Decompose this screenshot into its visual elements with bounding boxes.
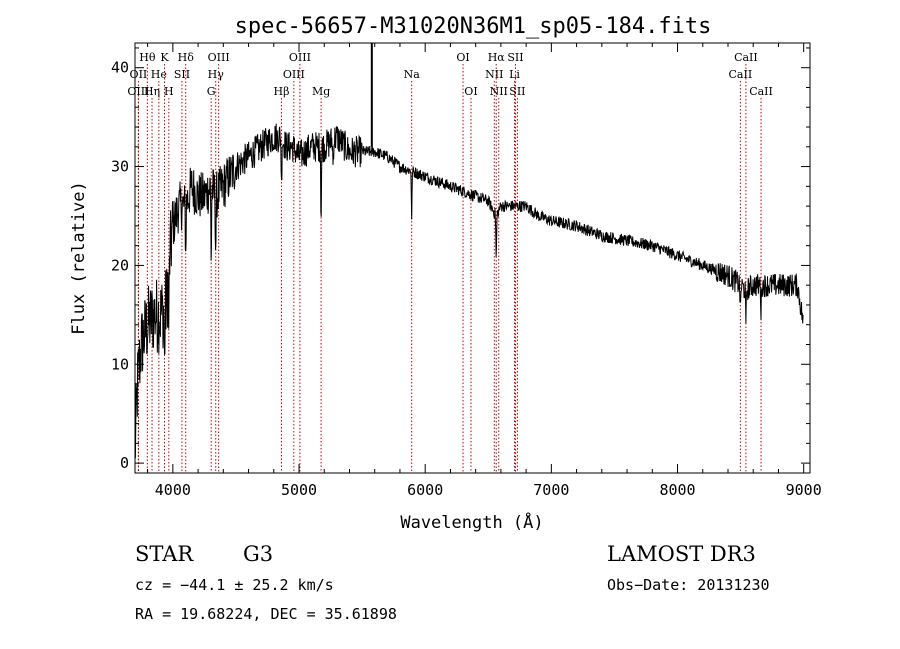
feature-label: CaII	[734, 51, 758, 64]
feature-label: OIII	[127, 85, 149, 98]
feature-label: Li	[509, 68, 520, 81]
feature-label: Hη	[144, 85, 160, 98]
feature-label: SII	[174, 68, 190, 81]
feature-label: Na	[404, 68, 421, 81]
object-class: STAR	[135, 542, 194, 566]
object-subclass: G3	[243, 542, 274, 566]
survey-name: LAMOST DR3	[607, 542, 756, 566]
y-tick-label: 0	[120, 454, 129, 472]
y-tick-label: 30	[111, 158, 129, 176]
x-tick-label: 8000	[659, 481, 695, 499]
feature-label: OI	[456, 51, 469, 64]
feature-label: K	[160, 51, 169, 64]
x-tick-label: 7000	[533, 481, 569, 499]
y-tick-label: 40	[111, 59, 129, 77]
y-axis-label: Flux (relative)	[69, 181, 89, 335]
plot-frame	[134, 42, 811, 474]
feature-label: Mg	[312, 85, 330, 98]
x-tick-label: 6000	[407, 481, 443, 499]
spectrum-group	[134, 43, 804, 459]
axes-group: 4000 5000 6000 7000 8000 9000 0 10 20 30 40	[111, 42, 822, 499]
feature-label: SII	[507, 51, 523, 64]
redshift-text: cz = −44.1 ± 25.2 km/s	[135, 576, 334, 594]
spectrum-line	[134, 123, 804, 459]
x-axis-label: Wavelength (Å)	[400, 511, 543, 533]
feature-label: Hα	[488, 51, 506, 64]
chart-title: spec-56657-M31020N36M1_sp05-184.fits	[235, 14, 712, 39]
feature-label: Hβ	[274, 85, 290, 98]
x-tick-label: 5000	[281, 481, 317, 499]
coordinates-text: RA = 19.68224, DEC = 35.61898	[135, 605, 397, 623]
x-tick-label: 9000	[786, 481, 822, 499]
feature-label: NII	[490, 85, 508, 98]
feature-label: Hγ	[208, 68, 225, 81]
feature-label: Hθ	[139, 51, 156, 64]
y-tick-label: 10	[111, 355, 129, 373]
feature-label: CaII	[749, 85, 773, 98]
feature-label: SII	[509, 85, 525, 98]
feature-label: OIII	[283, 68, 305, 81]
feature-label: OIII	[289, 51, 311, 64]
feature-label: H	[164, 85, 174, 98]
x-tick-label: 4000	[155, 481, 191, 499]
feature-label: Hδ	[178, 51, 195, 64]
feature-label: NII	[485, 68, 503, 81]
feature-label: CaII	[729, 68, 753, 81]
feature-label: G	[207, 85, 216, 98]
y-tick-label: 20	[111, 256, 129, 274]
feature-label: OII	[130, 68, 148, 81]
feature-label: OIII	[208, 51, 230, 64]
feature-label: OI	[464, 85, 477, 98]
obs-date-text: Obs−Date: 20131230	[607, 576, 770, 594]
feature-label: He	[151, 68, 167, 81]
